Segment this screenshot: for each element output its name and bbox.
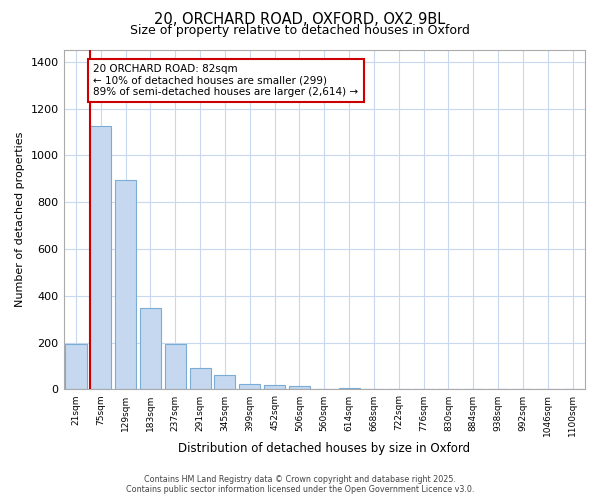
Bar	[338, 388, 359, 390]
Bar	[289, 386, 310, 390]
Text: 20 ORCHARD ROAD: 82sqm
← 10% of detached houses are smaller (299)
89% of semi-de: 20 ORCHARD ROAD: 82sqm ← 10% of detached…	[93, 64, 358, 97]
Bar	[264, 385, 285, 390]
Bar	[65, 344, 86, 390]
Text: Contains HM Land Registry data © Crown copyright and database right 2025.
Contai: Contains HM Land Registry data © Crown c…	[126, 474, 474, 494]
Bar	[115, 180, 136, 390]
Bar	[140, 308, 161, 390]
Text: 20, ORCHARD ROAD, OXFORD, OX2 9BL: 20, ORCHARD ROAD, OXFORD, OX2 9BL	[154, 12, 446, 28]
Bar	[190, 368, 211, 390]
Bar	[90, 126, 112, 390]
Y-axis label: Number of detached properties: Number of detached properties	[15, 132, 25, 308]
Bar	[239, 384, 260, 390]
X-axis label: Distribution of detached houses by size in Oxford: Distribution of detached houses by size …	[178, 442, 470, 455]
Bar	[165, 344, 186, 390]
Bar	[214, 376, 235, 390]
Text: Size of property relative to detached houses in Oxford: Size of property relative to detached ho…	[130, 24, 470, 37]
